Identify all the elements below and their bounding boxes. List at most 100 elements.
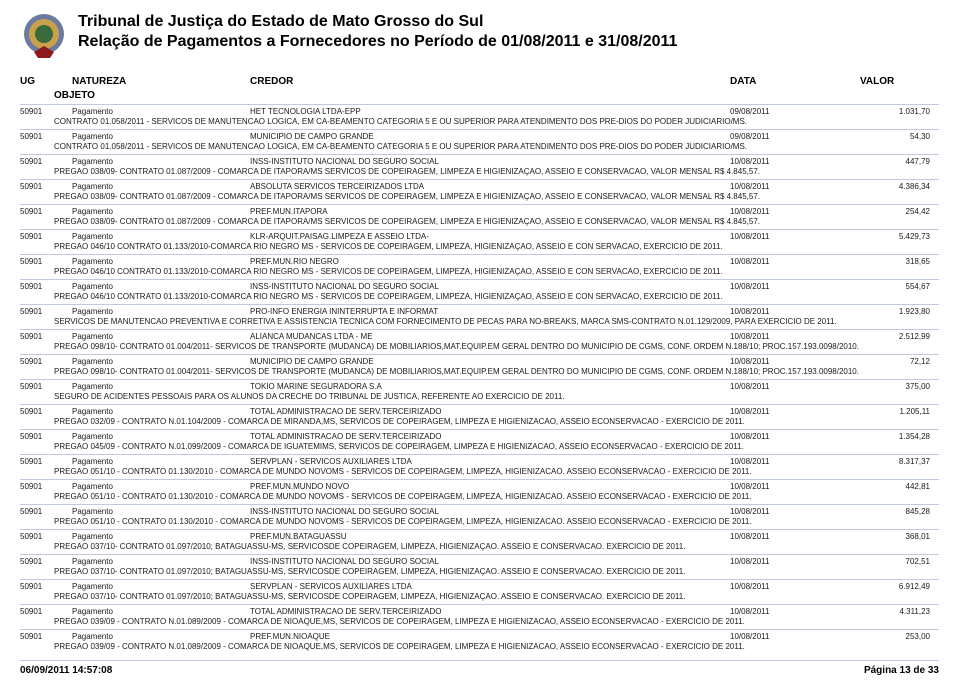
entry-objeto: PREGAO 098/10- CONTRATO 01.004/2011- SER… <box>20 367 939 377</box>
entry-row-main: 50901PagamentoHET TECNOLOGIA LTDA-EPP09/… <box>20 107 939 117</box>
entry-objeto: PREGAO 051/10 - CONTRATO 01.130/2010 - C… <box>20 492 939 502</box>
payment-entry: 50901PagamentoPRO-INFO ENERGIA ININTERRU… <box>20 304 939 329</box>
entry-data: 10/08/2011 <box>730 407 769 417</box>
entry-row-main: 50901 Pagamento TOTAL ADMINISTRACAO DE SER… <box>20 607 939 617</box>
entry-natureza: Pagamento <box>72 107 113 117</box>
entry-ug: 50901 <box>20 382 42 392</box>
entry-credor: PREF.MUN.MUNDO NOVO <box>250 482 349 492</box>
court-seal-icon <box>20 12 68 60</box>
entry-valor: 447,79 <box>860 157 930 167</box>
entry-natureza: Pagamento <box>72 482 113 492</box>
entry-objeto: PREGAO 039/09 - CONTRATO N.01.089/2009 -… <box>20 617 939 627</box>
entry-natureza: Pagamento <box>72 407 113 417</box>
entry-natureza: Pagamento <box>72 207 113 217</box>
payment-entry: 50901PagamentoHET TECNOLOGIA LTDA-EPP09/… <box>20 104 939 129</box>
entry-natureza: Pagamento <box>72 157 113 167</box>
entry-row-main: 50901PagamentoTOTAL ADMINISTRACAO DE SER… <box>20 432 939 442</box>
payment-entry: 50901PagamentoINSS-INSTITUTO NACIONAL DO… <box>20 554 939 579</box>
report-title-1: Tribunal de Justiça do Estado de Mato Gr… <box>78 12 677 32</box>
entry-valor: 4.386,34 <box>860 182 930 192</box>
entry-row-main: 50901PagamentoINSS-INSTITUTO NACIONAL DO… <box>20 557 939 567</box>
entry-credor: TOTAL ADMINISTRACAO DE SERV.TERCEIRIZADO <box>250 432 441 442</box>
entry-data: 10/08/2011 <box>730 157 769 167</box>
entry-row-main: 50901 Pagamento PREF.MUN.ITAPORA 10/08/2011… <box>20 207 939 217</box>
entry-credor: PREF.MUN.BATAGUASSU <box>250 532 347 542</box>
entry-valor: 702,51 <box>860 557 930 567</box>
entry-ug: 50901 <box>20 457 42 467</box>
entry-ug: 50901 <box>20 607 42 617</box>
entry-credor: PREF.MUN.ITAPORA <box>250 207 328 217</box>
payment-entry: 50901PagamentoPREF.MUN.NIOAQUE10/08/2011… <box>20 629 939 654</box>
payment-entry: 50901 Pagamento INSS-INSTITUTO NACIONAL DO… <box>20 279 939 304</box>
entry-data: 10/08/2011 <box>730 582 769 592</box>
entry-natureza: Pagamento <box>72 632 113 642</box>
entry-natureza: Pagamento <box>72 432 113 442</box>
entry-credor: TOKIO MARINE SEGURADORA S.A <box>250 382 382 392</box>
entry-row-main: 50901 Pagamento TOKIO MARINE SEGURADORA S.… <box>20 382 939 392</box>
entry-objeto: PREGAO 039/09 - CONTRATO N.01.089/2009 -… <box>20 642 939 652</box>
entry-data: 10/08/2011 <box>730 432 769 442</box>
entry-ug: 50901 <box>20 207 42 217</box>
entry-row-main: 50901PagamentoALIANCA MUDANCAS LTDA - ME… <box>20 332 939 342</box>
entry-valor: 2.512,99 <box>860 332 930 342</box>
entry-objeto: PREGAO 051/10 - CONTRATO 01.130/2010 - C… <box>20 517 939 527</box>
entry-natureza: Pagamento <box>72 307 113 317</box>
payment-entry: 50901PagamentoTOTAL ADMINISTRACAO DE SER… <box>20 429 939 454</box>
payment-entry: 50901PagamentoPREF.MUN.BATAGUASSU10/08/2… <box>20 529 939 554</box>
entry-ug: 50901 <box>20 282 42 292</box>
entry-natureza: Pagamento <box>72 132 113 142</box>
payment-entry: 50901PagamentoINSS-INSTITUTO NACIONAL DO… <box>20 154 939 179</box>
entry-natureza: Pagamento <box>72 257 113 267</box>
entry-row-main: 50901PagamentoPREF.MUN.NIOAQUE10/08/2011… <box>20 632 939 642</box>
entry-row-main: 50901PagamentoTOTAL ADMINISTRACAO DE SER… <box>20 407 939 417</box>
payment-entry: 50901PagamentoTOTAL ADMINISTRACAO DE SER… <box>20 404 939 429</box>
entry-credor: TOTAL ADMINISTRACAO DE SERV.TERCEIRIZADO <box>250 607 441 617</box>
entry-credor: MUNICIPIO DE CAMPO GRANDE <box>250 357 374 367</box>
entry-ug: 50901 <box>20 107 42 117</box>
payment-entry: 50901PagamentoINSS-INSTITUTO NACIONAL DO… <box>20 504 939 529</box>
col-valor: VALOR <box>860 76 894 87</box>
entry-ug: 50901 <box>20 582 42 592</box>
entry-objeto: SEGURO DE ACIDENTES PESSOAIS PARA OS ALU… <box>20 392 939 402</box>
entry-row-main: 50901PagamentoSERVPLAN - SERVICOS AUXILI… <box>20 457 939 467</box>
entry-data: 10/08/2011 <box>730 632 769 642</box>
col-ug: UG <box>20 76 35 87</box>
entry-ug: 50901 <box>20 182 42 192</box>
column-headers: UG NATUREZA CREDOR DATA VALOR OBJETO <box>20 76 939 104</box>
col-natureza: NATUREZA <box>72 76 126 87</box>
entry-objeto: PREGAO 038/09- CONTRATO 01.087/2009 - CO… <box>20 167 939 177</box>
entry-valor: 554,67 <box>860 282 930 292</box>
entry-objeto: CONTRATO 01.058/2011 - SERVICOS DE MANUT… <box>20 142 939 152</box>
payment-entry: 50901 Pagamento TOKIO MARINE SEGURADORA S.… <box>20 379 939 404</box>
entry-valor: 1.031,70 <box>860 107 930 117</box>
entry-valor: 1.923,80 <box>860 307 930 317</box>
entry-natureza: Pagamento <box>72 607 113 617</box>
payment-entry: 50901PagamentoSERVPLAN - SERVICOS AUXILI… <box>20 579 939 604</box>
entry-row-main: 50901PagamentoMUNICIPIO DE CAMPO GRANDE1… <box>20 357 939 367</box>
payment-entry: 50901PagamentoSERVPLAN - SERVICOS AUXILI… <box>20 454 939 479</box>
entry-credor: ALIANCA MUDANCAS LTDA - ME <box>250 332 373 342</box>
entry-ug: 50901 <box>20 507 42 517</box>
entry-data: 10/08/2011 <box>730 207 769 217</box>
entry-natureza: Pagamento <box>72 282 113 292</box>
entry-valor: 6.912,49 <box>860 582 930 592</box>
entry-valor: 254,42 <box>860 207 930 217</box>
entry-valor: 5.429,73 <box>860 232 930 242</box>
report-header: Tribunal de Justiça do Estado de Mato Gr… <box>20 12 939 60</box>
entry-ug: 50901 <box>20 157 42 167</box>
entry-valor: 72,12 <box>860 357 930 367</box>
entry-credor: INSS-INSTITUTO NACIONAL DO SEGURO SOCIAL <box>250 282 439 292</box>
entry-row-main: 50901PagamentoKLR-ARQUIT.PAISAG.LIMPEZA … <box>20 232 939 242</box>
entry-natureza: Pagamento <box>72 382 113 392</box>
entry-row-main: 50901PagamentoINSS-INSTITUTO NACIONAL DO… <box>20 507 939 517</box>
entry-credor: TOTAL ADMINISTRACAO DE SERV.TERCEIRIZADO <box>250 407 441 417</box>
entry-credor: INSS-INSTITUTO NACIONAL DO SEGURO SOCIAL <box>250 507 439 517</box>
entry-valor: 368,01 <box>860 532 930 542</box>
payment-entry: 50901PagamentoALIANCA MUDANCAS LTDA - ME… <box>20 329 939 354</box>
entry-row-main: 50901PagamentoPRO-INFO ENERGIA ININTERRU… <box>20 307 939 317</box>
report-page: Tribunal de Justiça do Estado de Mato Gr… <box>0 0 959 684</box>
entry-row-main: 50901PagamentoABSOLUTA SERVICOS TERCEIRI… <box>20 182 939 192</box>
report-footer: 06/09/2011 14:57:08 Página 13 de 33 <box>20 660 939 676</box>
entry-natureza: Pagamento <box>72 582 113 592</box>
footer-page: Página 13 de 33 <box>864 665 939 676</box>
